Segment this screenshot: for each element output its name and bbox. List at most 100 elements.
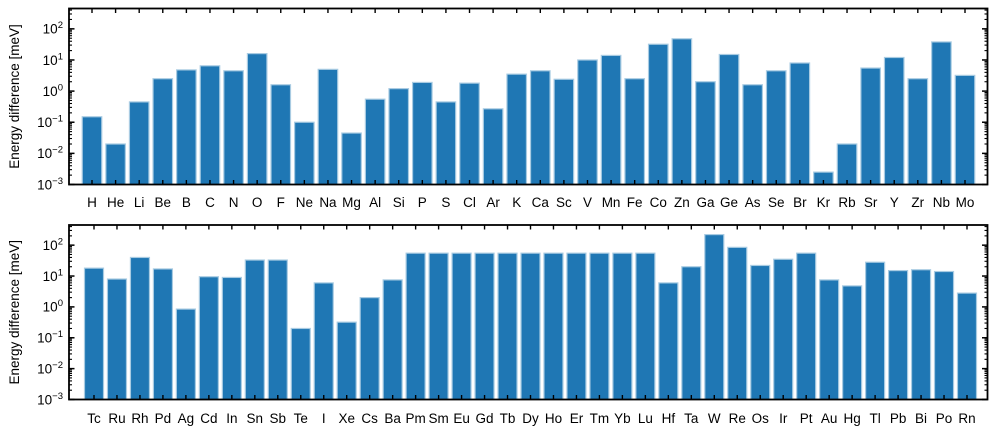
x-tick-label: F <box>277 195 285 210</box>
bar-Mn <box>600 54 622 186</box>
bar-Se <box>765 70 787 186</box>
x-tick-label: Au <box>821 411 838 426</box>
x-tick-label: Ga <box>696 195 715 210</box>
bar-Eu <box>451 252 472 401</box>
x-tick-label: Sb <box>270 411 287 426</box>
x-tick-label: Ne <box>296 195 313 210</box>
bar-Cl <box>459 82 480 186</box>
x-tick-label: Hg <box>843 411 860 426</box>
bar-Xe <box>336 321 357 401</box>
bar-Pb <box>887 269 909 401</box>
x-tick-label: Mn <box>602 195 621 210</box>
bar-As <box>742 84 764 186</box>
bar-Lu <box>635 252 656 401</box>
bar-Na <box>317 68 339 186</box>
bar-Er <box>566 252 587 401</box>
x-tick-label: Rh <box>131 411 148 426</box>
x-tick-label: O <box>252 195 263 210</box>
bar-I <box>313 282 334 401</box>
x-tick-label: Ta <box>684 411 699 426</box>
bar-Te <box>290 327 311 401</box>
x-tick-label: H <box>87 195 97 210</box>
x-tick-label: Re <box>729 411 746 426</box>
bar-W <box>704 233 725 401</box>
bar-Rb <box>836 143 858 186</box>
x-tick-label: Yb <box>614 411 631 426</box>
x-tick-label: Mo <box>956 195 975 210</box>
x-tick-label: Ru <box>108 411 125 426</box>
x-tick-label: P <box>418 195 427 210</box>
bar-H <box>81 116 103 186</box>
x-tick-label: Kr <box>817 195 831 210</box>
bar-Ca <box>529 70 551 186</box>
bar-K <box>506 73 528 186</box>
x-tick-label: In <box>226 411 237 426</box>
x-tick-label: Dy <box>522 411 539 426</box>
x-tick-label: Te <box>294 411 308 426</box>
bar-Os <box>750 264 771 401</box>
bar-Be <box>152 78 174 186</box>
x-tick-label: Os <box>752 411 770 426</box>
bar-Sc <box>553 78 575 186</box>
bar-Sn <box>244 259 265 401</box>
bar-Ho <box>543 252 564 401</box>
bar-In <box>221 276 242 401</box>
bar-Rn <box>956 292 978 401</box>
bar-Ru <box>106 278 128 401</box>
bar-Sm <box>428 252 449 401</box>
bar-Co <box>647 43 669 186</box>
bar-Hg <box>842 285 863 401</box>
x-tick-label: Mg <box>342 195 361 210</box>
x-tick-label: S <box>441 195 450 210</box>
y-tick-label: 102 <box>43 20 63 37</box>
x-tick-label: Rb <box>838 195 855 210</box>
x-tick-label: Br <box>793 195 807 210</box>
bar-O <box>246 53 268 186</box>
x-tick-label: Tb <box>500 411 516 426</box>
bar-Pd <box>152 268 174 401</box>
x-tick-label: Pm <box>406 411 426 426</box>
x-tick-label: Nb <box>933 195 950 210</box>
bar-Re <box>727 246 748 401</box>
y-tick-label: 10−1 <box>37 329 63 346</box>
plot-frame <box>68 224 989 401</box>
bar-Ba <box>382 279 403 401</box>
x-tick-label: Xe <box>338 411 355 426</box>
bar-Mg <box>341 132 362 186</box>
x-tick-label: Po <box>936 411 953 426</box>
bar-Rh <box>129 256 151 401</box>
x-tick-label: Rn <box>958 411 975 426</box>
bar-Zn <box>671 38 693 186</box>
bar-P <box>411 81 433 186</box>
x-tick-label: V <box>583 195 592 210</box>
bar-Tm <box>589 252 610 401</box>
bar-Nb <box>931 41 952 186</box>
bar-Ga <box>695 81 716 186</box>
x-tick-label: Ba <box>384 411 401 426</box>
x-tick-label: Ge <box>720 195 738 210</box>
x-tick-label: Cd <box>200 411 217 426</box>
bar-Pm <box>405 252 426 401</box>
x-tick-label: Cs <box>361 411 378 426</box>
plot-frame <box>68 7 989 186</box>
bar-C <box>199 65 221 186</box>
bar-Sr <box>860 67 881 186</box>
x-tick-label: Ir <box>779 411 788 426</box>
x-tick-label: As <box>745 195 761 210</box>
y-tick-label: 100 <box>43 82 63 99</box>
y-tick-label: 10−2 <box>37 145 63 162</box>
bar-Zr <box>907 78 929 186</box>
x-tick-label: C <box>205 195 215 210</box>
x-tick-label: Ar <box>486 195 500 210</box>
bar-Hf <box>658 282 679 401</box>
x-tick-label: Pd <box>155 411 172 426</box>
x-tick-label: Y <box>890 195 899 210</box>
bar-Bi <box>910 269 932 401</box>
x-tick-label: Be <box>155 195 172 210</box>
x-tick-label: Se <box>768 195 785 210</box>
x-tick-label: W <box>708 411 721 426</box>
y-tick-label: 10−3 <box>37 176 63 193</box>
x-tick-label: K <box>512 195 521 210</box>
y-tick-label: 10−3 <box>37 391 63 408</box>
x-tick-label: B <box>182 195 191 210</box>
